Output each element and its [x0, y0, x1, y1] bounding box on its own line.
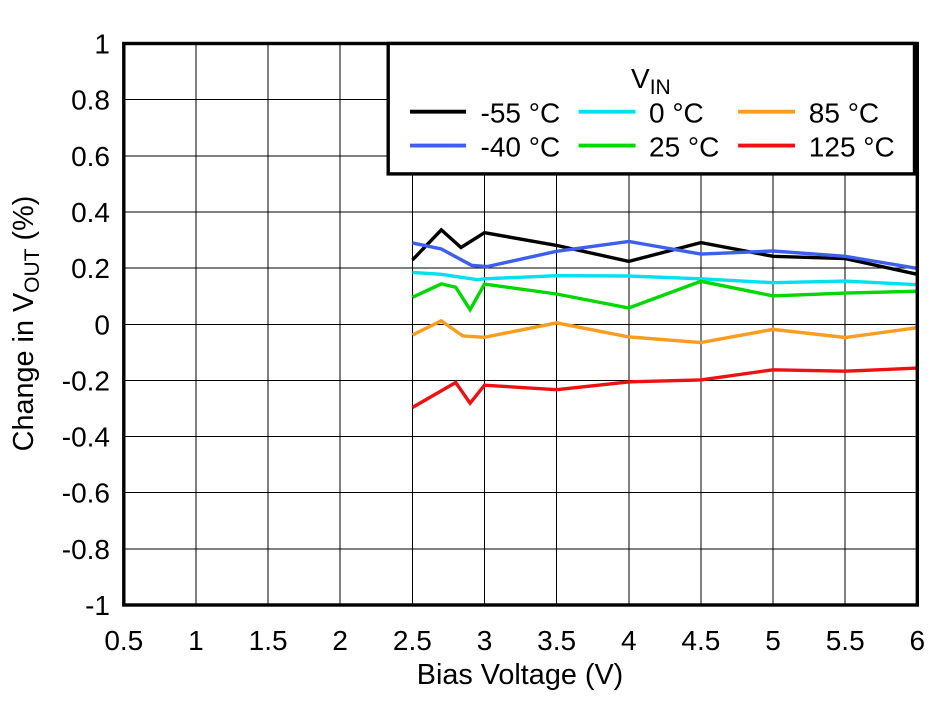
svg-text:-0.6: -0.6 — [62, 478, 110, 509]
svg-text:0.4: 0.4 — [71, 197, 110, 228]
svg-text:5.5: 5.5 — [826, 625, 865, 656]
svg-text:0: 0 — [94, 309, 110, 340]
svg-text:0 °C: 0 °C — [649, 98, 704, 129]
svg-text:1: 1 — [188, 625, 204, 656]
svg-text:6: 6 — [910, 625, 926, 656]
svg-text:4.5: 4.5 — [681, 625, 720, 656]
svg-text:0.5: 0.5 — [104, 625, 143, 656]
svg-text:85 °C: 85 °C — [809, 98, 879, 129]
svg-text:-0.2: -0.2 — [62, 365, 110, 396]
svg-text:2: 2 — [332, 625, 348, 656]
svg-text:3: 3 — [477, 625, 493, 656]
svg-text:5: 5 — [765, 625, 781, 656]
svg-text:-40 °C: -40 °C — [481, 131, 561, 162]
svg-text:0.2: 0.2 — [71, 253, 110, 284]
svg-text:3.5: 3.5 — [537, 625, 576, 656]
svg-text:-1: -1 — [85, 590, 110, 621]
svg-text:-0.8: -0.8 — [62, 534, 110, 565]
svg-text:Bias Voltage (V): Bias Voltage (V) — [417, 659, 624, 691]
svg-text:-55 °C: -55 °C — [481, 98, 561, 129]
svg-text:1.5: 1.5 — [249, 625, 288, 656]
svg-text:2.5: 2.5 — [393, 625, 432, 656]
svg-text:25 °C: 25 °C — [649, 131, 719, 162]
svg-text:0.6: 0.6 — [71, 141, 110, 172]
svg-text:-0.4: -0.4 — [62, 422, 110, 453]
svg-text:4: 4 — [621, 625, 637, 656]
svg-text:Change in VOUT (%): Change in VOUT (%) — [8, 196, 44, 452]
svg-text:0.8: 0.8 — [71, 85, 110, 116]
svg-text:125 °C: 125 °C — [809, 131, 895, 162]
svg-text:1: 1 — [94, 29, 110, 60]
